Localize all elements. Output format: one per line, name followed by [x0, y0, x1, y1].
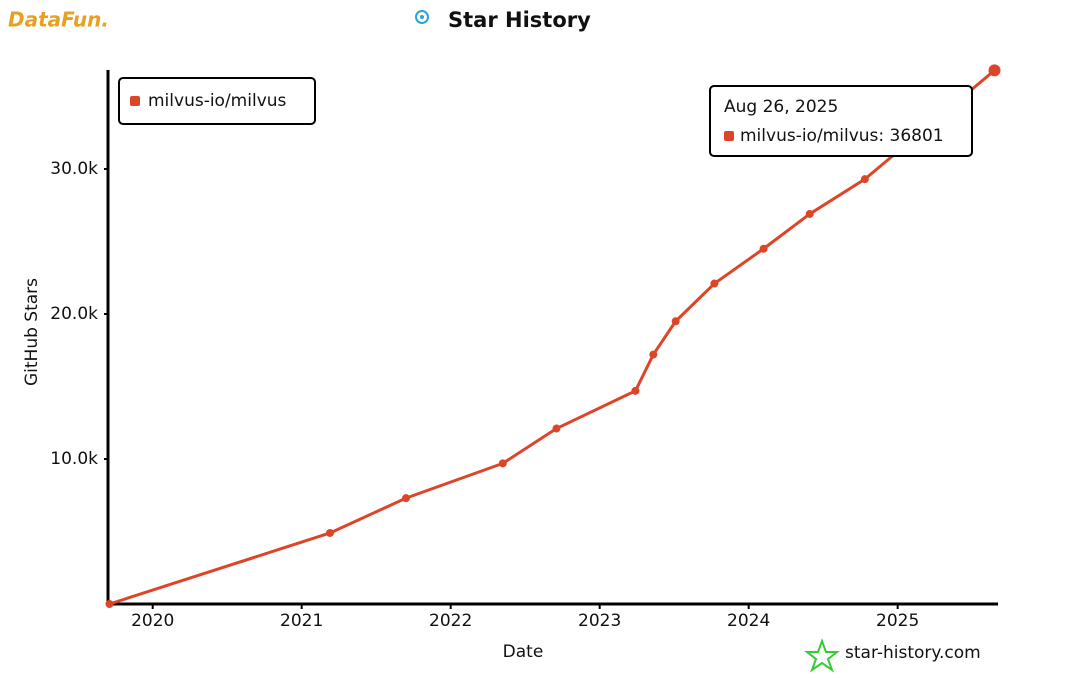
point	[988, 64, 1001, 77]
point	[671, 317, 680, 326]
point	[401, 494, 410, 503]
legend-box	[118, 77, 316, 125]
x-tick-label: 2025	[876, 611, 919, 631]
point	[552, 424, 561, 433]
brand: DataFun.	[8, 8, 109, 32]
tooltip-title: Aug 26, 2025	[724, 97, 838, 117]
point	[498, 459, 507, 468]
title-icon	[415, 10, 429, 24]
watermark: star-history.com	[845, 643, 981, 663]
y-tick-label: 20.0k	[50, 304, 98, 324]
legend-label: milvus-io/milvus	[148, 91, 287, 111]
x-tick-label: 2022	[429, 611, 472, 631]
x-tick-label: 2024	[727, 611, 770, 631]
y-tick-label: 10.0k	[50, 449, 98, 469]
tooltip-swatch	[724, 131, 734, 141]
point	[631, 386, 640, 395]
y-tick-label: 30.0k	[50, 159, 98, 179]
legend-swatch	[130, 96, 140, 106]
tooltip-text: milvus-io/milvus: 36801	[740, 126, 944, 146]
point	[710, 279, 719, 288]
x-tick-label: 2023	[578, 611, 621, 631]
x-axis-label: Date	[503, 642, 544, 662]
x-tick-label: 2020	[131, 611, 174, 631]
point	[759, 244, 768, 253]
point	[326, 528, 334, 537]
watermark-icon	[804, 638, 840, 673]
point	[860, 175, 869, 184]
point	[105, 600, 114, 608]
x-tick-label: 2021	[280, 611, 323, 631]
chart-title: Star History	[448, 8, 591, 32]
title-icon-dot	[420, 15, 424, 19]
tooltip-box	[709, 85, 973, 157]
y-axis-label: GitHub Stars	[22, 278, 42, 386]
point	[805, 209, 814, 218]
point	[649, 350, 658, 359]
